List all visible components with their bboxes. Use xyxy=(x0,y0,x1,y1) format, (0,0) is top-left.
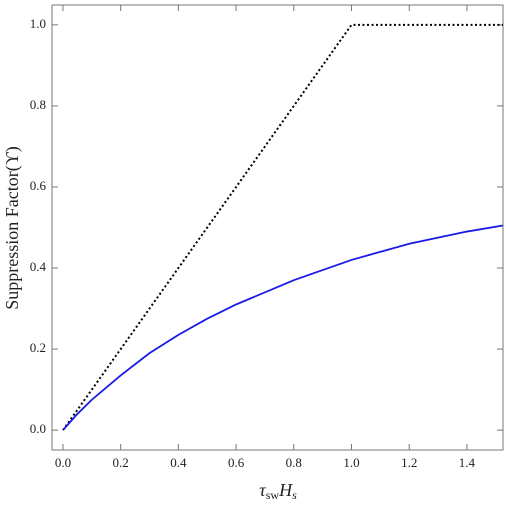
y-tick-label: 1.0 xyxy=(30,16,46,31)
y-tick-label: 0.0 xyxy=(30,421,46,436)
y-tick-label: 0.4 xyxy=(30,259,47,274)
x-tick-label: 1.4 xyxy=(459,455,476,470)
x-tick-label: 0.0 xyxy=(55,455,71,470)
line-series xyxy=(62,224,504,431)
x-tick-label: 0.2 xyxy=(113,455,129,470)
x-tick-label: 0.4 xyxy=(170,455,187,470)
y-axis-label: Suppression Factor(ϒ) xyxy=(2,146,23,309)
y-tick-label: 0.2 xyxy=(30,340,46,355)
x-axis-label: τswHs xyxy=(259,480,297,502)
x-label-part: sw xyxy=(266,488,280,502)
plot-frame xyxy=(51,4,504,451)
y-tick-label: 0.6 xyxy=(30,178,47,193)
x-tick-label: 0.6 xyxy=(228,455,245,470)
y-tick-label: 0.8 xyxy=(30,97,46,112)
x-label-part: s xyxy=(292,488,297,502)
x-tick-label: 1.2 xyxy=(401,455,417,470)
x-tick-label: 1.0 xyxy=(343,455,359,470)
x-label-part: τ xyxy=(259,480,266,500)
x-tick-label: 0.8 xyxy=(286,455,302,470)
x-label-part: H xyxy=(278,480,293,500)
